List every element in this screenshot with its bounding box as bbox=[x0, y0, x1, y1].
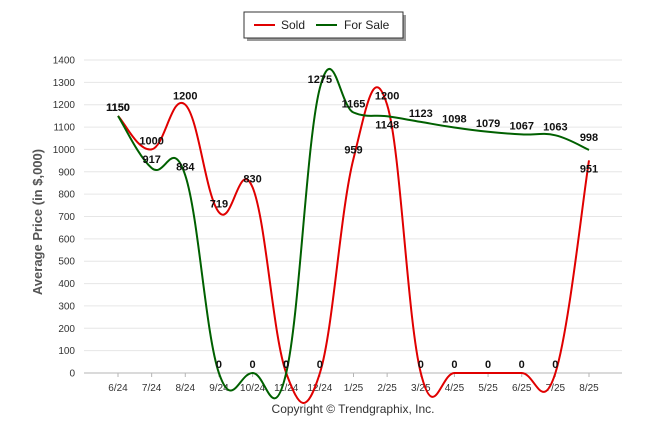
x-tick-label: 6/24 bbox=[108, 383, 128, 394]
y-tick-label: 1100 bbox=[53, 123, 75, 134]
y-tick-label: 200 bbox=[58, 324, 75, 335]
data-label-for-sale: 0 bbox=[283, 359, 289, 371]
data-label-for-sale: 1148 bbox=[375, 119, 399, 131]
y-tick-label: 300 bbox=[58, 301, 75, 312]
x-tick-label: 5/25 bbox=[478, 383, 498, 394]
data-label-for-sale: 917 bbox=[142, 154, 160, 166]
legend-label-for-sale: For Sale bbox=[344, 18, 390, 32]
legend-label-sold: Sold bbox=[281, 18, 305, 32]
x-tick-label: 7/25 bbox=[546, 383, 566, 394]
y-axis-label: Average Price (in $,000) bbox=[30, 149, 45, 295]
series-line-for-sale bbox=[117, 68, 590, 400]
data-label-sold: 0 bbox=[519, 359, 525, 371]
y-tick-label: 100 bbox=[58, 346, 75, 357]
y-tick-label: 700 bbox=[58, 212, 75, 223]
x-tick-label: 4/25 bbox=[445, 383, 465, 394]
data-label-sold: 0 bbox=[485, 359, 491, 371]
legend: Sold For Sale bbox=[243, 11, 406, 41]
y-tick-label: 900 bbox=[58, 167, 75, 178]
data-label-for-sale: 0 bbox=[216, 359, 222, 371]
data-label-sold: 719 bbox=[210, 198, 228, 210]
data-label-sold: 1200 bbox=[173, 91, 197, 103]
x-tick-label: 1/25 bbox=[344, 383, 364, 394]
x-tick-label: 8/24 bbox=[176, 383, 196, 394]
x-tick-label: 2/25 bbox=[377, 383, 397, 394]
x-tick-label: 11/24 bbox=[274, 383, 299, 394]
y-tick-label: 400 bbox=[58, 279, 75, 290]
data-label-sold: 0 bbox=[317, 359, 323, 371]
series-lines bbox=[117, 68, 590, 404]
data-label-for-sale: 0 bbox=[250, 359, 256, 371]
data-label-for-sale: 1275 bbox=[308, 74, 332, 86]
y-tick-label: 1400 bbox=[53, 56, 76, 67]
x-tick-label: 6/25 bbox=[512, 383, 532, 394]
x-tick-label: 7/24 bbox=[142, 383, 162, 394]
data-label-sold: 959 bbox=[344, 145, 362, 157]
data-label-for-sale: 1165 bbox=[342, 99, 366, 111]
x-tick-label: 3/25 bbox=[411, 383, 431, 394]
y-tick-label: 800 bbox=[58, 190, 75, 201]
copyright-credit: Copyright © Trendgraphix, Inc. bbox=[272, 402, 435, 416]
data-label-sold: 830 bbox=[243, 173, 261, 185]
data-label-for-sale: 884 bbox=[176, 161, 195, 173]
x-tick-label: 8/25 bbox=[579, 383, 599, 394]
y-tick-label: 0 bbox=[69, 369, 75, 380]
data-label-sold: 951 bbox=[580, 163, 598, 175]
data-label-sold: 0 bbox=[283, 359, 289, 371]
grid bbox=[84, 59, 622, 374]
data-label-sold: 1200 bbox=[375, 91, 399, 103]
data-label-sold: 1150 bbox=[106, 102, 130, 114]
x-tick-label: 9/24 bbox=[209, 383, 229, 394]
data-label-sold: 0 bbox=[418, 359, 424, 371]
data-label-for-sale: 1098 bbox=[442, 114, 466, 126]
data-label-for-sale: 1063 bbox=[543, 121, 567, 133]
data-label-for-sale: 998 bbox=[580, 132, 598, 144]
y-tick-label: 1300 bbox=[53, 78, 76, 89]
data-label-for-sale: 1150 bbox=[106, 102, 130, 114]
data-label-for-sale: 1067 bbox=[509, 120, 533, 132]
y-tick-label: 600 bbox=[58, 234, 75, 245]
y-tick-label: 500 bbox=[58, 257, 75, 268]
y-tick-label: 1200 bbox=[53, 100, 76, 111]
data-label-for-sale: 1079 bbox=[476, 118, 500, 130]
y-axis-ticks: 0 100 200 300 400 500 600 700 800 900 1000 1100 1200… bbox=[53, 56, 76, 380]
data-label-sold: 0 bbox=[451, 359, 457, 371]
data-label-for-sale: 1123 bbox=[409, 108, 433, 120]
x-tick-label: 12/24 bbox=[307, 383, 332, 394]
data-label-sold: 0 bbox=[552, 359, 558, 371]
y-tick-label: 1000 bbox=[53, 145, 76, 156]
series-line-sold bbox=[117, 86, 590, 404]
x-axis-ticks: 6/24 7/24 8/24 9/24 10/24 11/24 12/24 1/25 2/25 3… bbox=[108, 373, 599, 394]
data-label-sold: 1000 bbox=[139, 135, 163, 147]
x-tick-label: 10/24 bbox=[240, 383, 265, 394]
